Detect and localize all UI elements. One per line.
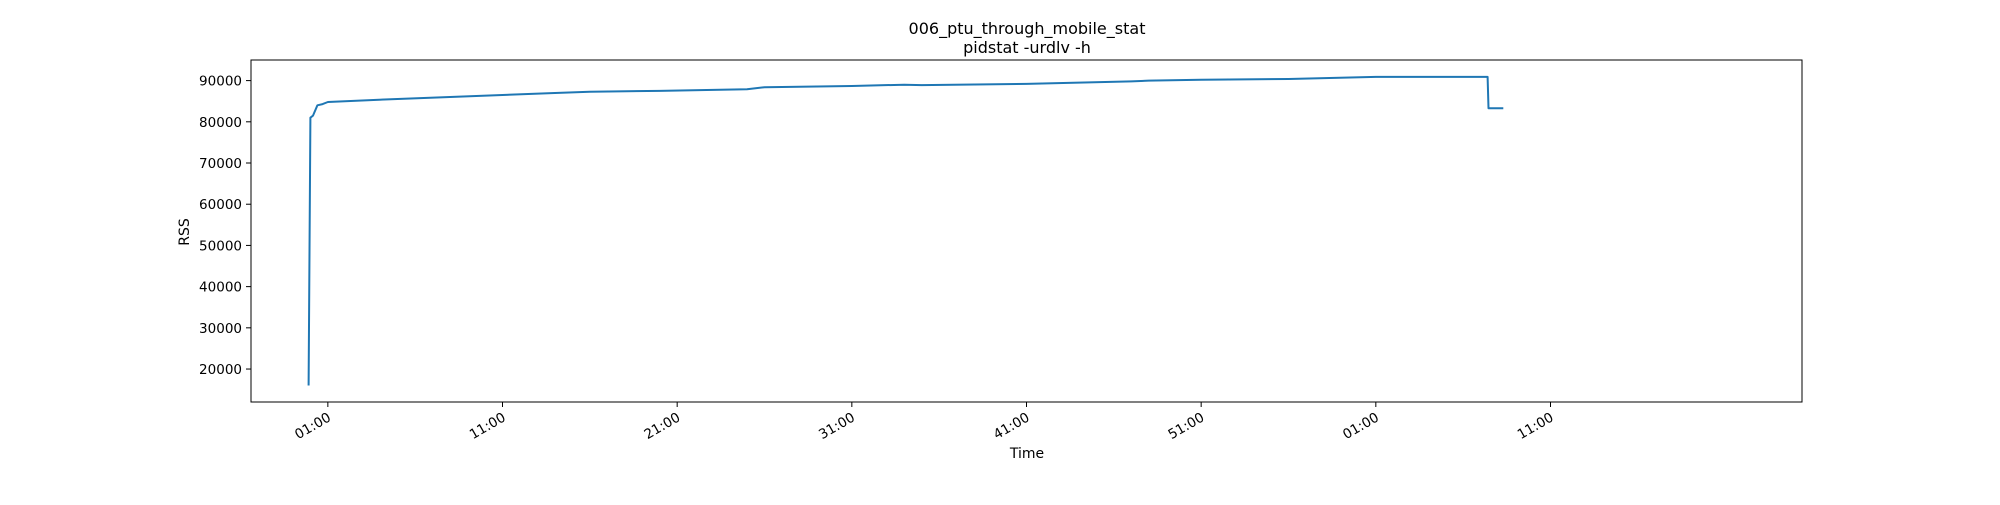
y-tick-label-5: 70000 — [199, 156, 242, 172]
y-axis-label: RSS — [177, 218, 193, 246]
y-tick-label-4: 60000 — [199, 197, 242, 213]
y-axis: 20000 30000 40000 50000 60000 70000 80000 90000 — [199, 74, 251, 378]
x-axis-label: Time — [1009, 446, 1044, 462]
y-tick-label-7: 90000 — [199, 74, 242, 90]
plot-area — [307, 75, 1504, 386]
series-line-0 — [307, 75, 1504, 386]
y-tick-label-2: 40000 — [199, 280, 242, 296]
y-tick-label-1: 30000 — [199, 321, 242, 337]
chart-subtitle: pidstat -urdlv -h — [963, 38, 1091, 57]
y-tick-label-3: 50000 — [199, 238, 242, 254]
y-tick-label-6: 80000 — [199, 115, 242, 131]
chart-title: 006_ptu_through_mobile_stat — [909, 19, 1146, 39]
y-tick-label-0: 20000 — [199, 362, 242, 378]
